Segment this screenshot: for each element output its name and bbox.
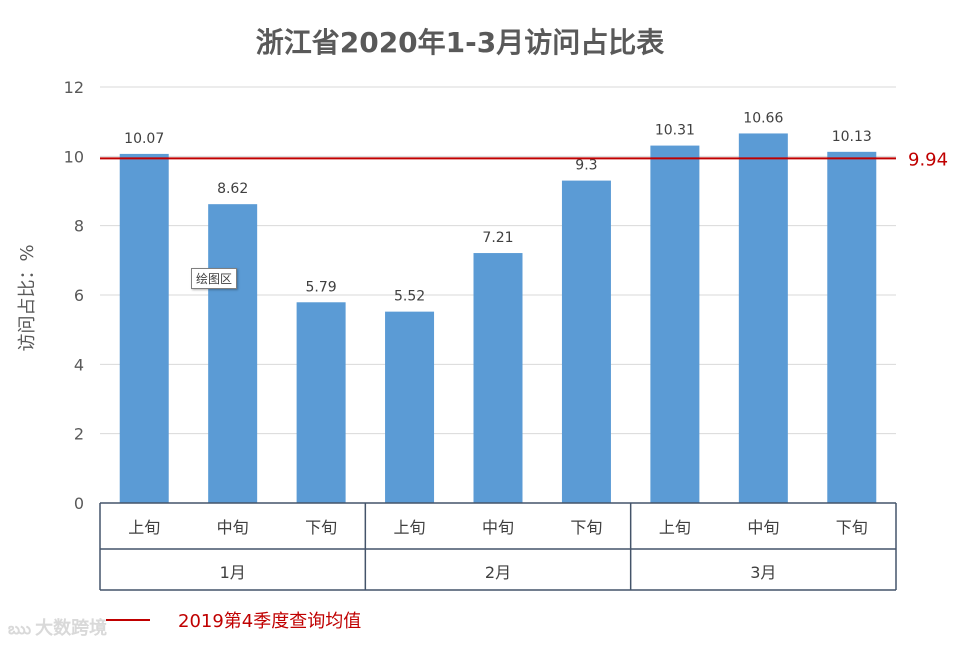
legend-label: 2019第4季度查询均值 — [178, 611, 361, 632]
data-label: 10.07 — [124, 131, 164, 147]
group-label: 2月 — [485, 563, 511, 582]
data-label: 5.52 — [394, 289, 425, 305]
group-label: 3月 — [750, 563, 776, 582]
y-tick-label: 10 — [64, 147, 84, 166]
bars — [119, 133, 877, 503]
plot-area-tooltip: 绘图区 — [191, 268, 238, 289]
x-tick-label: 中旬 — [217, 518, 249, 537]
x-tick-label: 中旬 — [482, 518, 514, 537]
y-axis-label: 访问占比：% — [17, 244, 38, 351]
x-tick-label: 下旬 — [836, 518, 868, 537]
data-label: 5.79 — [306, 279, 337, 295]
y-tick-label: 4 — [74, 355, 84, 374]
data-label: 10.13 — [832, 129, 872, 145]
bar — [296, 302, 346, 503]
bar — [119, 153, 169, 503]
data-label: 8.62 — [217, 181, 248, 197]
y-tick-label: 8 — [74, 217, 84, 236]
data-label: 7.21 — [482, 230, 513, 246]
y-tick-label: 2 — [74, 425, 84, 444]
watermark-text: 大数跨境 — [35, 618, 108, 639]
data-label: 10.66 — [743, 110, 783, 126]
x-tick-label: 上旬 — [128, 518, 160, 537]
x-tick-label: 上旬 — [394, 518, 426, 537]
bar — [738, 133, 788, 503]
group-label: 1月 — [220, 563, 246, 582]
y-tick-labels: 0 2 4 6 8 10 12 — [64, 78, 84, 513]
y-tick-label: 12 — [64, 78, 84, 97]
bar — [208, 204, 258, 503]
reference-line-group: 9.94 — [100, 149, 948, 170]
data-label: 10.31 — [655, 123, 695, 139]
x-tick-label: 上旬 — [659, 518, 691, 537]
reference-line-value: 9.94 — [908, 149, 948, 170]
data-labels: 10.07 8.62 5.79 5.52 7.21 9.3 10.31 10.66 10.13 — [124, 110, 872, 304]
x-tick-label: 下旬 — [570, 518, 602, 537]
bar — [827, 151, 877, 503]
y-tick-label: 6 — [74, 286, 84, 305]
bar — [650, 145, 700, 503]
chart-title: 浙江省2020年1-3月访问占比表 — [256, 26, 665, 59]
category-axis-table: 上旬 中旬 下旬 上旬 中旬 下旬 上旬 中旬 下旬 1月 2月 3月 — [99, 502, 897, 591]
y-tick-label: 0 — [74, 494, 84, 513]
data-label: 9.3 — [575, 158, 597, 174]
watermark-logo-icon: ఋ — [8, 619, 32, 638]
bar — [473, 253, 523, 503]
watermark: ఋ 大数跨境 — [8, 614, 107, 642]
legend: 2019第4季度查询均值 — [106, 611, 361, 632]
x-tick-label: 下旬 — [305, 518, 337, 537]
bar — [561, 180, 611, 503]
bar — [385, 311, 435, 503]
x-tick-label: 中旬 — [747, 518, 779, 537]
